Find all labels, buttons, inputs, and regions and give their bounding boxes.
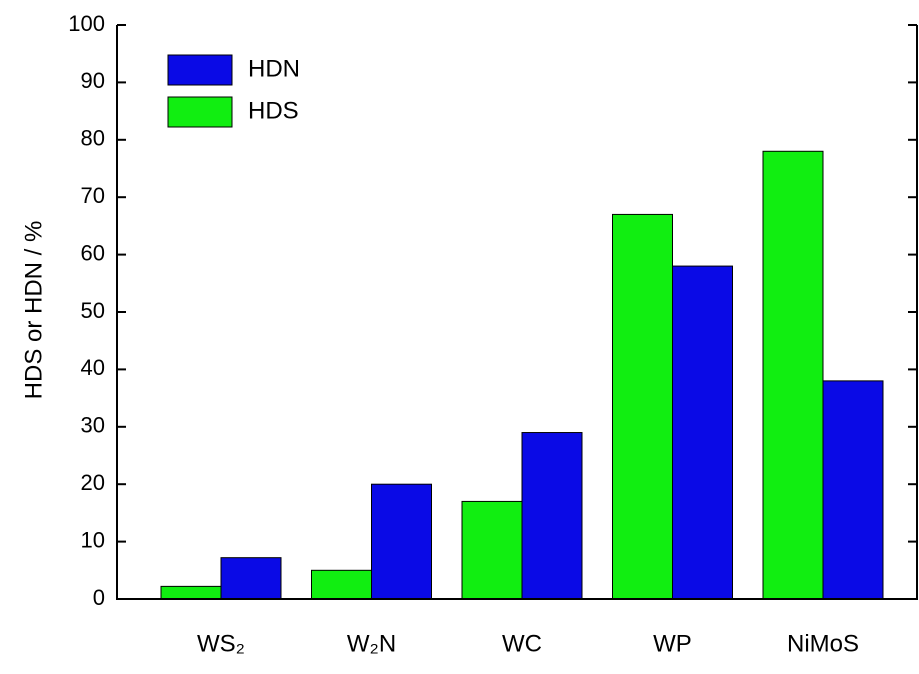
- bar: [311, 569, 372, 600]
- bar: [672, 265, 733, 600]
- legend-swatch: [167, 96, 233, 128]
- y-tick-label: 70: [81, 183, 105, 208]
- bar: [461, 500, 523, 600]
- bar: [521, 432, 583, 600]
- legend-swatch: [167, 54, 233, 86]
- x-tick-label: WS₂: [197, 630, 245, 657]
- y-tick-label: 40: [81, 355, 105, 380]
- bar: [822, 380, 884, 600]
- y-tick-label: 60: [81, 240, 105, 265]
- x-tick-label: WC: [502, 630, 542, 657]
- y-tick-label: 20: [81, 470, 105, 495]
- x-tick-label: WP: [653, 630, 692, 657]
- y-tick-label: 100: [68, 11, 105, 36]
- y-tick-label: 80: [81, 126, 105, 151]
- axis-frame: [116, 25, 918, 600]
- y-tick-label: 90: [81, 68, 105, 93]
- y-tick-label: 50: [81, 298, 105, 323]
- legend-label: HDS: [248, 97, 299, 124]
- bar: [220, 557, 282, 600]
- x-tick-label: W₂N: [347, 630, 396, 657]
- y-tick-label: 10: [81, 527, 105, 552]
- x-tick-label: NiMoS: [787, 630, 859, 657]
- bar: [371, 483, 432, 600]
- legend-label: HDN: [248, 55, 300, 82]
- bar: [160, 585, 222, 600]
- y-tick-label: 30: [81, 413, 105, 438]
- bar: [612, 213, 673, 600]
- y-axis-label: HDS or HDN / %: [20, 221, 47, 400]
- bar: [762, 150, 824, 600]
- y-tick-label: 0: [93, 585, 105, 610]
